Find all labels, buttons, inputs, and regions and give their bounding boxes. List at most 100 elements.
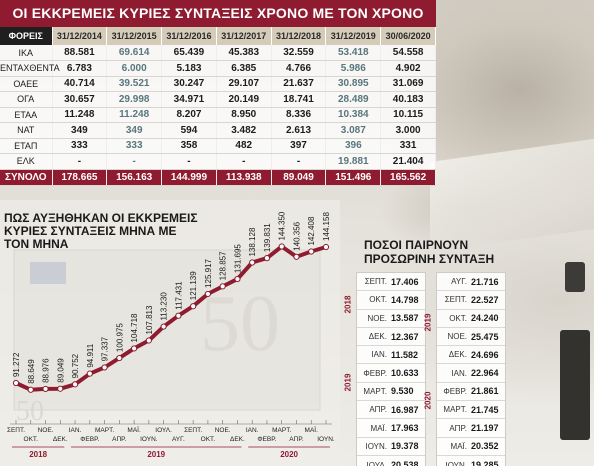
temp-pension-month: ΝΟΕ. (447, 332, 467, 342)
fund-value-cell: 4.902 (380, 60, 436, 77)
temp-pension-month: ΙΟΥΝ. (445, 460, 467, 466)
temp-right-year-2: 2020 (423, 391, 433, 410)
year-label: 2020 (280, 450, 298, 459)
temp-pension-month: ΑΠΡ. (449, 423, 467, 433)
temp-pension-value: 20.538 (391, 460, 419, 466)
fund-value-cell: 349 (106, 122, 163, 139)
fund-value-cell: 40.714 (52, 76, 108, 92)
fund-value-cell: 8.336 (271, 107, 327, 123)
fund-value-cell: 45.383 (216, 45, 272, 61)
data-point (204, 290, 212, 298)
funds-row: ΟΓΑ 30.657 29.998 34.971 20.149 18.741 28.489 4… (0, 91, 436, 108)
data-label: 91.272 (12, 352, 21, 377)
header-2016: 31/12/2016 (161, 27, 217, 45)
fund-value-cell: 30.247 (161, 76, 217, 92)
temp-pension-value: 21.197 (471, 423, 499, 434)
data-point (27, 386, 34, 393)
temp-pension-row: ΙΑΝ. 11.582 (357, 346, 425, 365)
fund-name: ΕΛΚ (0, 153, 53, 170)
funds-table: ΦΟΡΕΙΣ 31/12/2014 31/12/2015 31/12/2016 … (0, 27, 436, 186)
data-label: 113.230 (160, 292, 169, 321)
total-value-cell: 165.562 (380, 169, 436, 186)
fund-value-cell: 10.115 (380, 107, 436, 123)
fund-value-cell: 40.183 (380, 91, 436, 108)
temp-pension-row: ΙΑΝ. 22.964 (437, 364, 505, 383)
fund-value-cell: - (271, 153, 327, 170)
fund-value-cell: 2.613 (271, 122, 327, 139)
fund-value-cell: 20.149 (216, 91, 272, 108)
temp-pension-value: 22.964 (471, 368, 499, 379)
fund-value-cell: 30.657 (52, 91, 108, 108)
temp-pension-row: ΑΥΓ. 21.716 (437, 273, 505, 292)
fund-value-cell: 88.581 (52, 45, 108, 61)
fund-value-cell: 333 (52, 138, 108, 154)
x-tick-label: ΝΟΕ. (215, 427, 231, 434)
data-label: 107.813 (145, 305, 154, 334)
fund-value-cell: 34.971 (161, 91, 217, 108)
fund-value-cell: - (106, 153, 163, 170)
temp-pension-row: ΙΟΥΝ. 19.285 (437, 456, 505, 466)
header-funds: ΦΟΡΕΙΣ (0, 27, 53, 45)
year-label: 2018 (29, 450, 47, 459)
fund-value-cell: 69.614 (106, 45, 163, 61)
temp-pension-value: 20.352 (471, 441, 499, 452)
fund-value-cell: 10.384 (325, 107, 382, 123)
temp-pension-month: ΙΟΥΛ. (366, 460, 388, 466)
header-2017: 31/12/2017 (216, 27, 272, 45)
data-label: 88.649 (27, 359, 36, 384)
temp-pension-value: 12.367 (391, 331, 419, 342)
temp-pension-row: ΜΑΪ. 20.352 (437, 438, 505, 456)
fund-name: ΕΤΑΑ (0, 107, 53, 123)
data-point (234, 275, 241, 283)
line-chart-title: ΠΩΣ ΑΥΞΗΘΗΚΑΝ ΟΙ ΕΚΚΡΕΜΕΙΣ ΚΥΡΙΕΣ ΣΥΝΤΑΞ… (4, 212, 204, 251)
total-value-cell: 151.496 (325, 169, 382, 186)
x-tick-label: ΑΠΡ. (112, 436, 127, 443)
temp-pension-right-column: ΑΥΓ. 21.716 ΣΕΠΤ. 22.527 ΟΚΤ. 24.240 ΝΟΕ. 25.47… (436, 272, 506, 466)
data-point (249, 259, 256, 266)
temp-pension-value: 17.406 (391, 276, 419, 287)
data-label: 139.831 (263, 223, 272, 252)
data-point (293, 253, 300, 260)
temp-pension-value: 19.285 (471, 460, 499, 466)
device-shape (560, 330, 590, 440)
x-tick-label: ΝΟΕ. (38, 427, 54, 434)
header-2018: 31/12/2018 (271, 27, 327, 45)
temp-pension-month: ΔΕΚ. (368, 332, 387, 342)
x-tick-label: ΔΕΚ. (53, 436, 68, 443)
temp-pension-row: ΜΑΪ. 17.963 (357, 419, 425, 438)
fund-value-cell: 358 (161, 138, 217, 154)
total-value-cell: 156.163 (106, 169, 163, 186)
temp-pension-month: ΙΟΥΝ. (365, 441, 387, 451)
temp-pension-month: ΑΥΓ. (451, 277, 467, 287)
data-point (57, 385, 64, 392)
fund-value-cell: 31.069 (380, 76, 436, 92)
temp-pension-row: ΜΑΡΤ. 9.530 (357, 383, 425, 402)
temp-pension-value: 22.527 (471, 294, 499, 305)
fund-value-cell: 53.418 (325, 45, 382, 61)
data-point (86, 370, 93, 377)
header-2019: 31/12/2019 (325, 27, 382, 45)
temp-right-year-1: 2019 (423, 313, 433, 332)
fund-value-cell: 39.521 (106, 76, 163, 92)
temp-pension-month: ΟΚΤ. (449, 313, 467, 323)
temp-pension-month: ΦΕΒΡ. (443, 386, 467, 396)
temp-pension-row: ΑΠΡ. 21.197 (437, 419, 505, 438)
fund-value-cell: 8.207 (161, 107, 217, 123)
fund-value-cell: - (52, 153, 108, 170)
header-2015: 31/12/2015 (106, 27, 163, 45)
data-point (190, 303, 197, 310)
x-tick-label: ΟΚΤ. (201, 436, 216, 443)
data-point (175, 312, 182, 319)
x-tick-label: ΜΑΪ. (305, 426, 319, 434)
data-label: 142.408 (307, 216, 316, 245)
temp-pension-row: ΙΟΥΝ. 19.378 (357, 438, 425, 456)
temp-pension-value: 9.530 (391, 386, 414, 397)
line-chart-title-line-1: ΠΩΣ ΑΥΞΗΘΗΚΑΝ ΟΙ ΕΚΚΡΕΜΕΙΣ (4, 211, 198, 225)
fund-value-cell: 333 (106, 138, 163, 154)
temp-pension-value: 13.587 (391, 313, 419, 324)
fund-value-cell: 21.404 (380, 153, 436, 170)
data-label: 97.337 (101, 336, 110, 361)
funds-row: ΙΚΑ 88.581 69.614 65.439 45.383 32.559 53.418 5… (0, 45, 436, 61)
data-label: 138.128 (248, 227, 257, 256)
